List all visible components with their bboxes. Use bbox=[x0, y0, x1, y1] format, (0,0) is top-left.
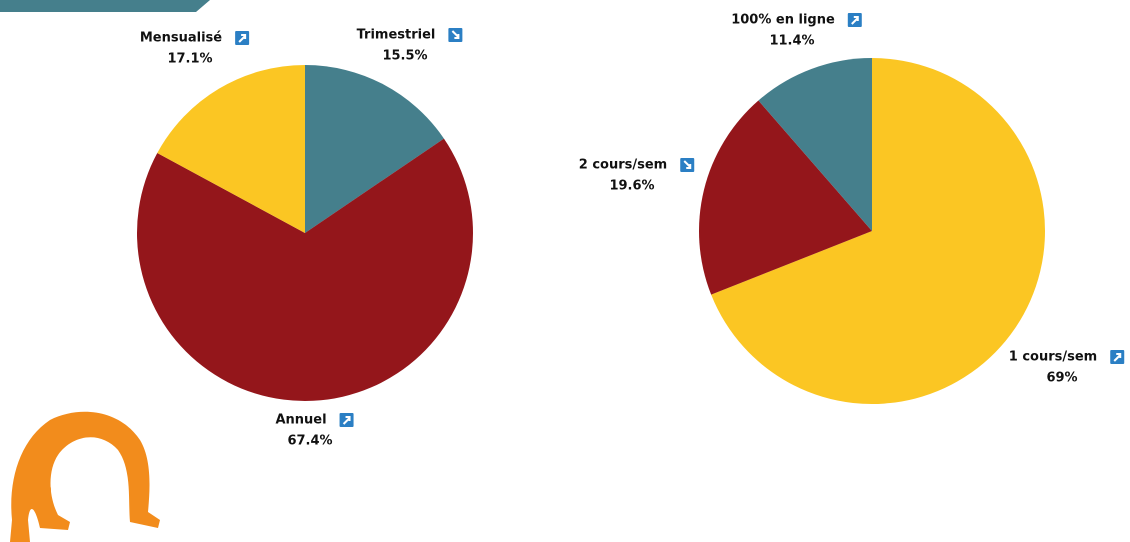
slice-label: Trimestriel bbox=[357, 28, 436, 43]
pie-slice bbox=[711, 58, 1045, 404]
slice-label: Annuel bbox=[275, 413, 326, 428]
trend-arrow bbox=[342, 416, 351, 425]
trend-arrow bbox=[1113, 353, 1122, 362]
slice-label: 100% en ligne bbox=[731, 13, 835, 28]
slice-value-label: 67.4% bbox=[287, 434, 332, 449]
header-band bbox=[0, 0, 210, 12]
pie-slice bbox=[699, 100, 872, 295]
slice-label: 2 cours/sem bbox=[579, 158, 667, 173]
pie-slice bbox=[305, 65, 444, 233]
slice-value-label: 19.6% bbox=[609, 179, 654, 194]
slice-value-label: 15.5% bbox=[382, 49, 427, 64]
slice-value-label: 11.4% bbox=[769, 34, 814, 49]
trend-arrow bbox=[683, 160, 692, 169]
pie-slice bbox=[157, 65, 305, 233]
slice-label: 1 cours/sem bbox=[1009, 350, 1097, 365]
yoga-figure bbox=[10, 411, 160, 542]
pie-slice bbox=[758, 58, 872, 231]
slice-value-label: 69% bbox=[1046, 371, 1077, 386]
pie-slice bbox=[136, 138, 474, 402]
trend-arrow bbox=[851, 16, 859, 25]
trend-arrow bbox=[238, 34, 247, 43]
slice-value-label: 17.1% bbox=[167, 52, 212, 67]
trend-arrow bbox=[451, 30, 460, 39]
slice-label: Mensualisé bbox=[140, 31, 222, 46]
